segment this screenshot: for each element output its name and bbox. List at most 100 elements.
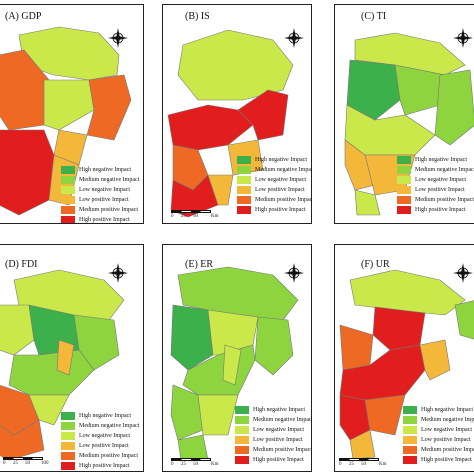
map-panel-ti: (C) TI High negative Impact Medium negat… [334,4,474,224]
region-south-end [354,189,381,216]
legend-item: High negative Impact [61,411,139,421]
legend-item: Low positive Impact [235,435,311,445]
legend: High negative Impact Medium negative Imp… [61,165,139,223]
region-northwest [346,59,401,121]
region-map-er [170,266,299,461]
region-south [28,394,70,426]
region-southwest [170,384,204,441]
region-map-is [167,29,294,218]
region-north [177,29,294,101]
region-map-ti [344,32,474,216]
region-east [254,316,294,376]
region-east [419,339,451,381]
legend-item: High positive Impact [235,455,311,465]
legend-item: Low positive Impact [61,195,139,205]
north-arrow-compass-icon [108,263,128,283]
north-arrow-compass-icon [284,263,304,283]
region-east [237,89,289,141]
legend-item: Low negative Impact [61,185,139,195]
region-map-fdi [0,269,125,461]
region-map-gdp [0,26,132,216]
region-south-end [349,429,376,460]
panel-title: (F) UR [361,259,390,270]
map-panel-fdi: (D) FDI High negative Impact Medium nega… [0,244,144,472]
north-arrow-compass-icon [284,28,304,48]
legend-item: High positive Impact [61,215,139,223]
legend: High negative Impact Medium negative Imp… [61,411,139,471]
region-center-strip [222,344,242,386]
region-north [354,32,466,76]
map-panel-gdp: (A) GDP High negative Impact Medium nega… [0,4,144,224]
region-east [86,74,132,141]
legend-item: Medium negative Impact [61,175,139,185]
region-east-edge [454,300,474,340]
legend-item: Low negative Impact [61,431,139,441]
legend-item: High positive Impact [397,205,474,215]
region-map-ur [339,269,474,460]
legend-item: High negative Impact [235,405,311,415]
map-panel-ur: (F) UR High negative Impact Medium negat… [334,244,474,472]
legend-item: Medium negative Impact [403,415,474,425]
legend-item: Low negative Impact [397,175,474,185]
legend-item: High negative Impact [61,165,139,175]
legend-item: Medium positive Impact [397,195,474,205]
region-east [73,314,120,371]
legend: High negative Impact Medium negative Imp… [403,405,474,465]
region-south [364,394,406,436]
legend-item: Medium negative Impact [237,165,311,175]
map-panel-is: (B) IS High negative Impact Medium negat… [162,4,312,224]
panel-title: (C) TI [361,11,387,22]
legend-item: Medium negative Impact [397,165,474,175]
scale-bar: 0 25 50 Km [171,458,231,471]
legend-item: Low negative Impact [237,175,311,185]
region-north [177,266,299,321]
legend-item: Medium positive Impact [61,451,139,461]
legend-item: Low positive Impact [403,435,474,445]
legend-item: High negative Impact [237,155,311,165]
region-south [197,394,239,436]
north-arrow-compass-icon [108,28,128,48]
legend-item: High positive Impact [61,461,139,471]
scale-bar: 0 25 50 Km [339,458,399,471]
region-southwest [0,129,55,216]
north-arrow-compass-icon [453,28,473,48]
region-east [434,69,474,146]
legend-item: Medium negative Impact [61,421,139,431]
legend-item: Low positive Impact [237,185,311,195]
legend: High negative Impact Medium negative Imp… [397,155,474,215]
region-southwest [344,139,376,191]
legend-item: High negative Impact [397,155,474,165]
legend-item: High positive Impact [403,455,474,465]
legend-item: Low negative Impact [235,425,311,435]
region-center-west [43,79,95,131]
legend-item: Medium positive Impact [403,445,474,455]
region-south-end [0,419,45,461]
region-northwest [0,304,35,356]
region-center [344,104,436,156]
region-north-center [372,306,426,351]
region-center [8,349,95,396]
region-north [349,269,466,316]
legend: High negative Impact Medium negative Imp… [235,405,311,465]
legend-item: Medium positive Impact [235,445,311,455]
legend-item: Low positive Impact [397,185,474,195]
legend: High negative Impact Medium negative Imp… [237,155,311,215]
panel-title: (A) GDP [5,11,42,22]
region-west [339,324,374,371]
legend-item: Medium positive Impact [237,195,311,205]
region-center-strip [56,339,75,376]
legend-item: High negative Impact [403,405,474,415]
panel-title: (B) IS [185,11,210,22]
legend-item: Low negative Impact [403,425,474,435]
scale-bar: 0 25 50 Km [171,210,231,223]
region-south-end [177,434,209,461]
region-north-center [394,64,446,116]
legend-item: Low positive Impact [61,441,139,451]
panel-title: (E) ER [185,259,214,270]
legend-item: High positive Impact [237,205,311,215]
legend-item: Medium negative Impact [235,415,311,425]
region-south-center [207,174,234,206]
legend-item: Medium positive Impact [61,205,139,215]
panel-title: (D) FDI [5,259,38,270]
north-arrow-compass-icon [453,263,473,283]
